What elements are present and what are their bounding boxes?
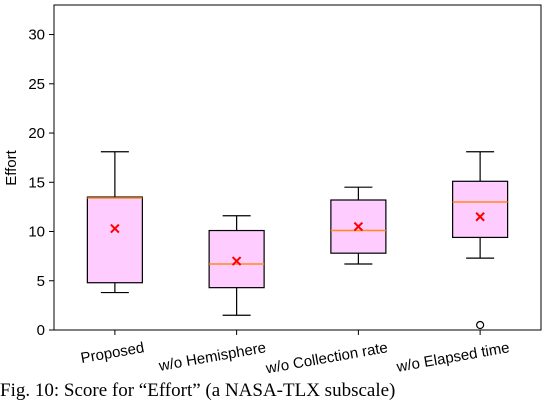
interquartile-box <box>330 199 387 254</box>
interquartile-box <box>86 196 143 284</box>
box-series <box>86 151 509 330</box>
figure-caption: Fig. 10: Score for “Effort” (a NASA-TLX … <box>0 380 396 401</box>
box-1 <box>86 151 143 294</box>
interquartile-box <box>208 229 265 289</box>
mean-marker-stroke <box>475 212 485 222</box>
plot-frame <box>53 4 542 331</box>
x-tick-label: w/o Hemisphere <box>157 339 268 375</box>
box-2 <box>208 215 265 316</box>
box-3 <box>330 186 387 265</box>
mean-marker-stroke <box>110 223 120 234</box>
y-tick-label: 15 <box>28 174 45 191</box>
x-tick-label: Proposed <box>79 339 145 367</box>
mean-marker <box>231 256 242 266</box>
y-axis-label: Effort <box>3 149 20 185</box>
interquartile-box <box>452 180 509 239</box>
mean-marker <box>353 221 364 232</box>
y-tick-label: 25 <box>28 76 45 93</box>
mean-marker <box>110 223 120 234</box>
mean-marker-stroke <box>231 256 242 266</box>
x-tick-label: w/o Collection rate <box>264 339 389 377</box>
mean-marker <box>475 212 485 222</box>
mean-marker-stroke <box>353 221 364 232</box>
x-tick-label: w/o Elapsed time <box>394 339 510 376</box>
y-tick-label: 30 <box>28 27 45 44</box>
y-tick-label: 10 <box>28 224 45 241</box>
y-tick-label: 0 <box>37 322 45 339</box>
y-axis: 0 5 10 15 20 25 30 <box>28 27 54 339</box>
outlier-point <box>476 320 485 330</box>
y-tick-label: 5 <box>37 273 45 290</box>
y-tick-label: 20 <box>28 125 45 142</box>
box-4 <box>452 151 509 330</box>
